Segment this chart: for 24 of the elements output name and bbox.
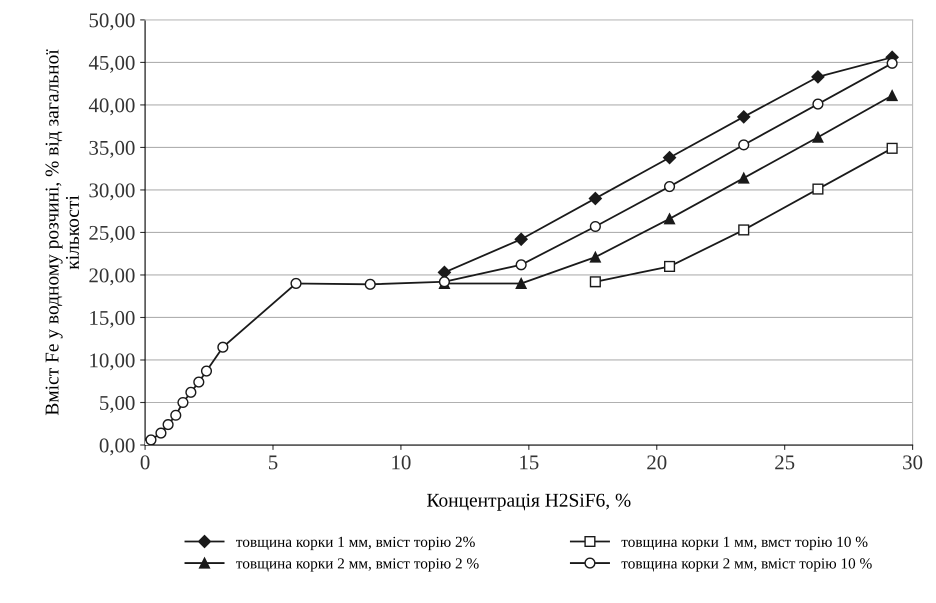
x-tick-label: 15 [520, 455, 538, 470]
legend-label: товщина корки 2 мм, вміст торію 2 % [236, 558, 479, 572]
x-tick-label: 0 [140, 455, 150, 470]
legend-label: товщина корки 1 мм, вміст торію 2% [236, 536, 475, 550]
x-tick-label: 20 [647, 455, 666, 470]
y-tick-label: 25,00 [89, 226, 135, 243]
y-tick-label: 50,00 [90, 13, 135, 30]
y-tick-label: 40,00 [88, 98, 135, 116]
legend-label: товщина корки 2 мм, вміст торію 10 % [621, 558, 872, 572]
y-tick-label: 5,00 [100, 396, 135, 413]
y-tick-label: 15,00 [90, 310, 135, 328]
y-tick-label: 0,00 [100, 438, 135, 456]
x-tick-label: 25 [775, 455, 794, 470]
x-tick-label: 10 [392, 455, 411, 470]
legend-label: товщина корки 1 мм, вмст торію 10 % [621, 536, 868, 550]
y-tick-label: 35,00 [89, 140, 135, 158]
x-tick-label: 30 [903, 455, 922, 470]
y-tick-label: 30,00 [89, 183, 135, 200]
y-axis-title: Вміст Fe у водному розчині, % від загальної кількості [45, 49, 79, 416]
y-tick-label: 45,00 [88, 56, 135, 73]
x-tick-label: 5 [269, 456, 278, 470]
y-tick-label: 10,00 [90, 353, 135, 370]
x-axis-title: Концентрація H2SiF6, % [427, 494, 631, 511]
y-tick-label: 20,00 [89, 268, 135, 286]
